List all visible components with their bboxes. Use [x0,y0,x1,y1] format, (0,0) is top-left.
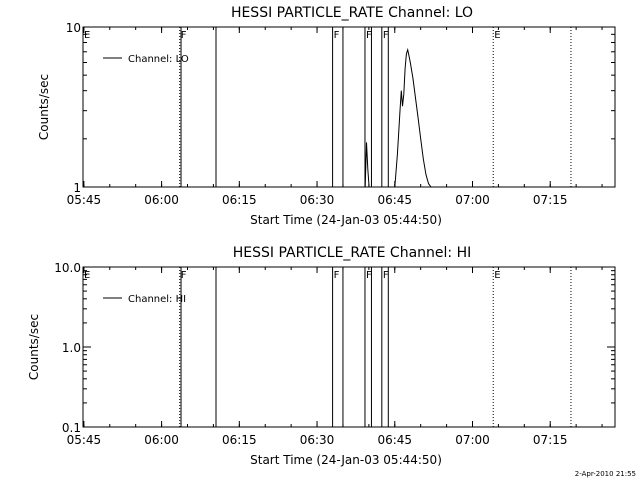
y-axis-label: Counts/sec [27,314,41,380]
legend: Channel: HI [103,294,186,305]
x-tick-label: 06:45 [377,433,412,447]
x-tick-label: 06:15 [222,433,257,447]
event-marker-flag: E [84,270,90,281]
event-marker-flag: F [383,30,389,41]
event-marker-flag: E [84,30,90,41]
event-marker-flag: F [366,30,372,41]
x-tick-label: 07:15 [533,433,568,447]
event-marker-flag: F [334,270,340,281]
y-tick-label: 1.0 [62,341,81,355]
event-marker-flag: F [181,30,187,41]
event-marker-flag: F [366,270,372,281]
x-axis-ticks: 05:45 06:00 06:15 06:30 06:45 07:00 07:15 [67,267,603,447]
event-marker-flag: E [494,30,500,41]
event-marker-flag: F [383,270,389,281]
series-line [364,47,432,188]
x-tick-label: 05:45 [67,433,102,447]
event-marker-flag: F [334,30,340,41]
x-tick-label: 07:00 [455,193,490,207]
legend: Channel: LO [103,54,189,65]
x-tick-label: 06:00 [144,193,179,207]
x-tick-label: 06:45 [377,193,412,207]
x-tick-label: 06:30 [300,193,335,207]
event-marker-flag: F [181,270,187,281]
x-axis-ticks: 05:45 06:00 06:15 06:30 06:45 07:00 07:15 [67,27,603,207]
legend-label: Channel: HI [128,294,186,305]
x-tick-label: 07:15 [533,193,568,207]
chart-title: HESSI PARTICLE_RATE Channel: HI [233,245,471,261]
legend-label: Channel: LO [128,54,189,65]
x-axis-label: Start Time (24-Jan-03 05:44:50) [250,213,442,227]
y-tick-label: 1 [73,181,81,195]
y-axis-ticks: 1 10 [66,21,615,195]
x-tick-label: 06:00 [144,433,179,447]
x-tick-label: 06:30 [300,433,335,447]
chart-title: HESSI PARTICLE_RATE Channel: LO [231,5,473,21]
y-tick-label: 0.1 [62,421,81,435]
y-axis-ticks: 0.1 1.0 10.0 [54,261,615,435]
footer-timestamp: 2-Apr-2010 21:55 [575,470,636,478]
x-tick-label: 06:15 [222,193,257,207]
y-axis-label: Counts/sec [37,74,51,140]
y-tick-label: 10.0 [54,261,81,275]
x-tick-label: 07:00 [455,433,490,447]
plot-frame [82,26,616,188]
event-marker-flag: E [494,270,500,281]
y-tick-label: 10 [66,21,81,35]
series-layer [364,47,432,188]
x-axis-label: Start Time (24-Jan-03 05:44:50) [250,453,442,467]
x-tick-label: 05:45 [67,193,102,207]
